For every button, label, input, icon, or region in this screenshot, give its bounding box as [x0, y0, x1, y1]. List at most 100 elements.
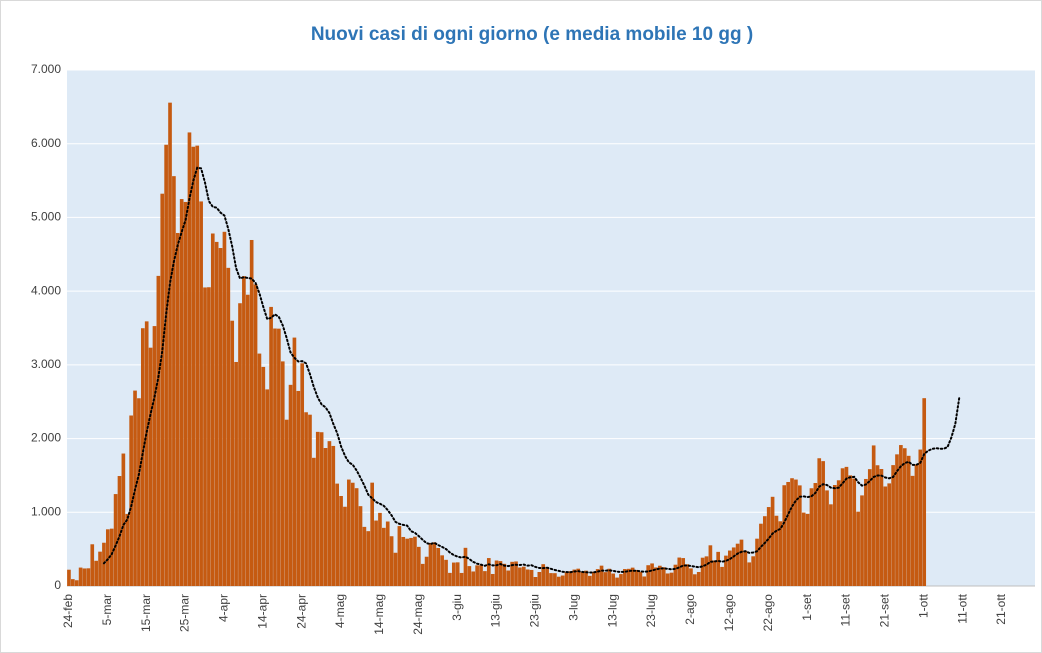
bar [78, 567, 83, 586]
bar [183, 201, 188, 586]
bar [510, 561, 514, 586]
bar [669, 572, 674, 586]
bar [245, 294, 250, 586]
bar [113, 494, 118, 586]
bar [638, 571, 643, 586]
bar [875, 465, 880, 586]
bar [521, 566, 526, 586]
bar [607, 568, 612, 586]
bar [102, 542, 106, 586]
bar [323, 448, 328, 586]
bar [922, 398, 927, 586]
bar [288, 384, 293, 586]
bar [71, 579, 75, 586]
bar [537, 571, 542, 586]
bar [459, 572, 464, 586]
bar [74, 580, 79, 586]
bar [463, 547, 468, 586]
bar [397, 526, 402, 586]
x-tick-label: 22-ago [761, 594, 775, 632]
bar [755, 538, 759, 586]
bar [172, 176, 176, 587]
bar [860, 495, 864, 586]
bar [762, 516, 767, 586]
bar [292, 337, 297, 586]
bar [887, 483, 892, 586]
bar [786, 481, 790, 586]
bar [125, 513, 130, 586]
x-tick-label: 24-mag [411, 594, 425, 635]
x-tick-label: 1-ott [916, 593, 930, 618]
bar [832, 485, 837, 586]
bar [545, 566, 549, 586]
bar [448, 572, 452, 586]
y-tick-label: 5.000 [31, 210, 61, 224]
bar [918, 449, 923, 586]
bar [195, 145, 200, 586]
bar [479, 565, 483, 586]
bar [844, 466, 849, 586]
bar [140, 328, 145, 586]
x-tick-label: 3-lug [566, 594, 580, 621]
bar [603, 572, 608, 586]
bar [304, 412, 308, 586]
bar [805, 513, 810, 586]
y-tick-label: 6.000 [31, 136, 61, 150]
x-tick-label: 15-mar [139, 594, 153, 632]
bar [541, 564, 546, 586]
bar [366, 531, 371, 586]
y-tick-label: 2.000 [31, 431, 61, 445]
bar [249, 239, 254, 586]
bar [700, 557, 705, 586]
bar [724, 555, 728, 586]
bar [214, 241, 219, 586]
bar [308, 414, 312, 586]
bar [199, 201, 203, 587]
bar [506, 570, 511, 586]
bar [494, 560, 499, 586]
bar [821, 461, 825, 586]
bar [801, 512, 806, 586]
bar [144, 321, 149, 586]
bar [899, 445, 903, 586]
bar [424, 556, 429, 586]
x-tick-label: 5-mar [100, 594, 114, 625]
bar [580, 571, 584, 586]
bar [242, 276, 246, 586]
bar [483, 571, 487, 586]
bar [121, 453, 126, 586]
bar [444, 559, 448, 586]
x-tick-label: 12-ago [722, 594, 736, 632]
bar [782, 485, 787, 586]
bar [350, 482, 355, 586]
bar [867, 469, 872, 586]
bar [681, 558, 686, 586]
bar [696, 571, 701, 586]
y-tick-label: 7.000 [31, 62, 61, 76]
bar [751, 556, 755, 586]
bar [486, 558, 491, 586]
bar [203, 287, 207, 586]
bar [572, 569, 577, 586]
bar [280, 361, 285, 586]
bar [650, 563, 654, 586]
bar [273, 328, 277, 586]
bar [615, 577, 619, 586]
bar [253, 284, 258, 586]
x-tick-label: 21-set [878, 593, 892, 627]
bar [389, 536, 394, 586]
bar [416, 546, 421, 586]
bar [230, 320, 235, 586]
bar [646, 565, 651, 586]
bar [712, 560, 717, 586]
bar [327, 441, 332, 586]
bar [109, 528, 114, 586]
bar [179, 199, 184, 586]
bar [759, 523, 763, 586]
bar [766, 507, 771, 586]
bar [747, 562, 752, 586]
bar [222, 231, 227, 586]
bar [634, 569, 639, 586]
